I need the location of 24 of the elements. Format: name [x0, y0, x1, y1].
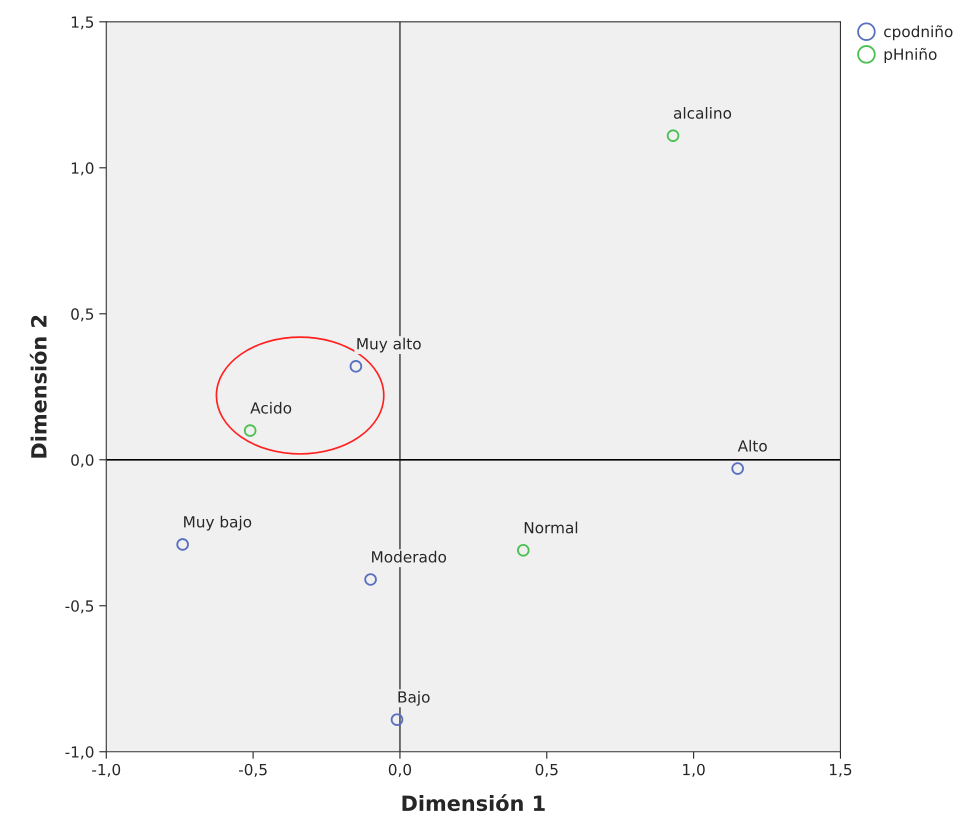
y-tick-label: 0,5	[71, 308, 94, 322]
y-tick-label: -0,5	[65, 600, 94, 614]
annotation: Normal	[524, 522, 578, 534]
legend-label: cpodniño	[884, 25, 952, 40]
annotation: Acido	[250, 402, 292, 414]
y-tick-label: 1,0	[72, 162, 94, 176]
x-axis-title: Dimensión 1	[402, 794, 545, 812]
annotation: Moderado	[372, 550, 446, 563]
y-tick-label: 1,5	[72, 16, 94, 30]
annotation: alcalino	[674, 107, 732, 119]
annotation: Muy bajo	[184, 516, 252, 531]
legend-label: pHniño	[884, 48, 937, 63]
x-tick-label: -0,5	[238, 764, 267, 777]
annotation: Muy alto	[357, 338, 421, 352]
x-tick-label: 0,5	[536, 764, 558, 777]
y-tick-label: -1,0	[65, 746, 94, 760]
x-tick-label: -1,0	[92, 764, 120, 777]
y-axis-title: Dimensión 2	[30, 316, 47, 458]
annotation: Alto	[738, 440, 767, 452]
x-tick-label: 1,0	[683, 764, 705, 777]
y-tick-label: 0,0	[71, 454, 94, 468]
x-tick-label: 1,5	[830, 764, 852, 777]
annotation: Bajo	[398, 690, 430, 706]
x-tick-label: 0,0	[388, 764, 412, 777]
